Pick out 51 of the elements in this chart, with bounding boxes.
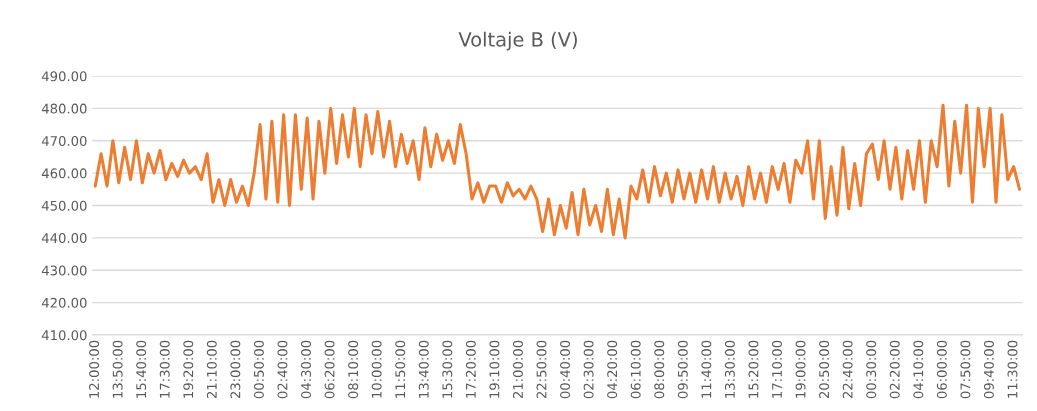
x-tick-label: 12:00:00 — [89, 340, 100, 398]
x-tick-label: 11:50:00 — [395, 340, 406, 398]
x-tick-label: 02:30:00 — [583, 340, 594, 399]
x-tick-label: 15:20:00 — [748, 340, 759, 398]
x-tick-label: 19:00:00 — [795, 340, 806, 398]
x-tick-label: 17:20:00 — [465, 340, 476, 398]
x-tick-label: 13:50:00 — [112, 340, 123, 398]
y-tick-label: 430.00 — [41, 265, 87, 276]
x-tick-label: 23:00:00 — [230, 340, 241, 399]
x-tick-label: 15:30:00 — [442, 340, 453, 398]
x-tick-label: 00:30:00 — [866, 340, 877, 399]
x-tick-label: 06:00:00 — [936, 340, 947, 399]
x-tick-label: 13:40:00 — [418, 340, 429, 398]
x-tick-label: 04:30:00 — [301, 340, 312, 399]
x-tick-label: 04:20:00 — [607, 340, 618, 399]
x-tick-label: 19:10:00 — [489, 340, 500, 398]
x-tick-label: 22:50:00 — [536, 340, 547, 399]
x-tick-label: 21:00:00 — [512, 340, 523, 399]
x-tick-label: 13:30:00 — [724, 340, 735, 398]
x-tick-label: 00:50:00 — [253, 340, 264, 399]
x-tick-label: 00:40:00 — [560, 340, 571, 399]
x-tick-label: 09:40:00 — [983, 340, 994, 399]
x-tick-label: 10:00:00 — [371, 340, 382, 398]
y-tick-label: 470.00 — [41, 135, 87, 146]
x-tick-label: 11:40:00 — [701, 340, 712, 398]
chart-title: Voltaje B (V) — [458, 31, 577, 51]
x-tick-label: 22:40:00 — [842, 340, 853, 399]
x-tick-label: 07:50:00 — [960, 340, 971, 399]
x-tick-label: 06:20:00 — [324, 340, 335, 399]
y-tick-label: 490.00 — [41, 71, 87, 82]
x-tick-label: 17:30:00 — [159, 340, 170, 398]
x-tick-label: 19:20:00 — [183, 340, 194, 398]
x-tick-label: 11:30:00 — [1007, 340, 1018, 398]
y-tick-label: 440.00 — [41, 233, 87, 244]
x-tick-label: 02:40:00 — [277, 340, 288, 399]
x-tick-label: 08:10:00 — [348, 340, 359, 399]
x-tick-label: 20:50:00 — [819, 340, 830, 399]
x-tick-label: 17:10:00 — [772, 340, 782, 398]
line-series — [93, 103, 1022, 240]
y-tick-label: 410.00 — [41, 330, 87, 341]
x-tick-label: 06:10:00 — [630, 340, 641, 399]
y-tick-label: 460.00 — [41, 168, 87, 179]
y-tick-label: 450.00 — [41, 200, 87, 211]
x-tick-label: 15:40:00 — [136, 340, 147, 398]
x-tick-label: 09:50:00 — [677, 340, 688, 399]
x-tick-label: 04:10:00 — [913, 340, 924, 399]
x-tick-label: 21:10:00 — [206, 340, 217, 399]
x-tick-label: 08:00:00 — [654, 340, 665, 399]
y-tick-label: 420.00 — [41, 297, 87, 308]
x-tick-label: 02:20:00 — [889, 340, 900, 399]
y-tick-label: 480.00 — [41, 103, 87, 114]
